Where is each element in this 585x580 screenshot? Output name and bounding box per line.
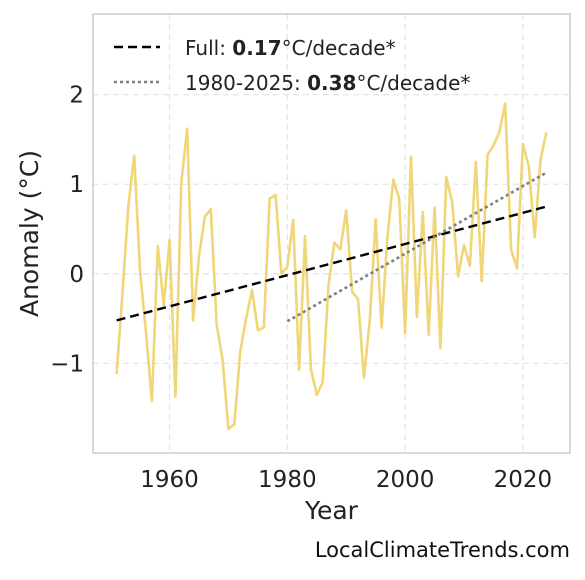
x-tick-label: 1960: [140, 467, 199, 493]
legend-entry: 1980-2025: 0.38°C/decade*: [185, 71, 470, 95]
x-tick-label: 1980: [258, 467, 317, 493]
x-tick-label: 2020: [494, 467, 553, 493]
x-tick-label: 2000: [376, 467, 435, 493]
x-axis-label: Year: [304, 496, 359, 525]
plot-frame: [92, 13, 571, 454]
legend-rate-value: 0.17: [232, 36, 281, 60]
legend-prefix: Full:: [185, 36, 232, 60]
y-tick-label: −1: [50, 351, 84, 377]
series-line-full: [116, 205, 547, 322]
legend-suffix: °C/decade*: [282, 36, 396, 60]
grid: [93, 14, 570, 453]
legend-prefix: 1980-2025:: [185, 71, 307, 95]
legend-rate-value: 0.38: [307, 71, 356, 95]
series-layer: [115, 102, 548, 431]
legend-entry: Full: 0.17°C/decade*: [185, 36, 396, 60]
y-tick-label: 1: [69, 172, 84, 198]
series-line-1980-2025: [286, 171, 548, 323]
legend-suffix: °C/decade*: [356, 71, 470, 95]
tick-labels: 1960 1980 2000 2020 −1 0 1 2: [50, 83, 552, 493]
legend: Full: 0.17°C/decade*1980-2025: 0.38°C/de…: [114, 36, 470, 95]
y-axis-label: Anomaly (°C): [15, 150, 44, 317]
watermark: LocalClimateTrends.com: [314, 538, 570, 562]
y-tick-label: 2: [69, 83, 84, 109]
y-tick-label: 0: [69, 262, 84, 288]
series-line-annual-anomaly: [115, 102, 548, 431]
